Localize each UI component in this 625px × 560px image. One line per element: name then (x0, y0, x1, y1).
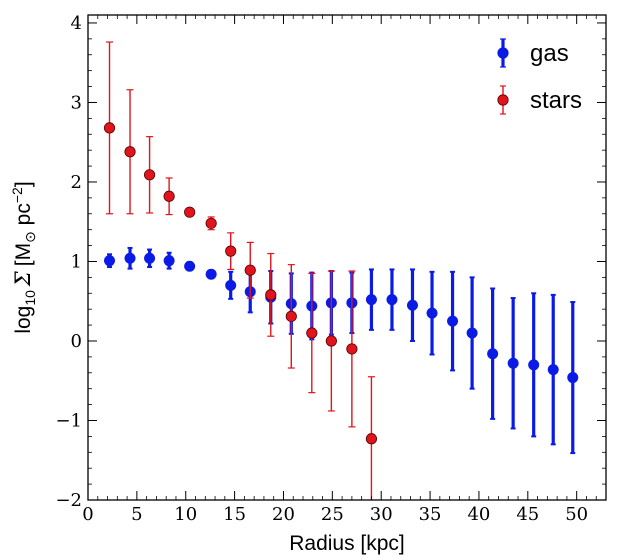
stars-point (306, 327, 318, 339)
legend-label: stars (530, 87, 582, 114)
legend: gas stars (497, 38, 582, 115)
y-label-bracket-open: [M (12, 243, 35, 266)
legend-label: gas (530, 40, 569, 67)
series-layer (103, 41, 579, 500)
y-label-bracket-close: ] (12, 181, 35, 187)
gas-point (205, 268, 217, 280)
gas-point (507, 357, 519, 369)
series-stars (103, 41, 378, 500)
x-tick-label: 5 (131, 504, 142, 525)
stars-point (163, 190, 175, 202)
x-tick-label: 50 (565, 504, 588, 525)
gas-point (144, 252, 156, 264)
x-tick-label: 45 (516, 504, 539, 525)
y-label-exp: −2 (9, 187, 25, 203)
stars-point (244, 264, 256, 276)
stars-point (365, 433, 378, 445)
stars-point (103, 122, 116, 134)
stars-point (285, 310, 297, 322)
stars-point (265, 289, 277, 301)
legend-item-stars: stars (497, 85, 582, 115)
stars-point (205, 217, 217, 229)
y-label-sun: ⊙ (22, 231, 38, 243)
y-label-sigma: Σ (11, 271, 35, 287)
gas-point (547, 364, 559, 376)
y-label-log: log (12, 306, 35, 334)
gas-point (124, 252, 136, 264)
gas-point (225, 279, 237, 291)
x-tick-label: 20 (272, 504, 295, 525)
x-tick-label: 0 (82, 504, 93, 525)
y-tick-label: −2 (55, 490, 82, 511)
plot-frame (87, 14, 607, 501)
gas-point (163, 255, 175, 267)
y-tick-label: 1 (71, 251, 82, 272)
gas-point (426, 307, 438, 319)
stars-point (124, 146, 136, 158)
legend-item-gas: gas (497, 38, 569, 68)
gas-point (406, 299, 418, 311)
x-tick-label: 15 (223, 504, 246, 525)
y-tick-label: 4 (71, 13, 82, 34)
x-axis-label: Radius [kpc] (289, 532, 405, 555)
gas-point (104, 255, 116, 267)
gas-point (487, 348, 499, 360)
gas-point (447, 315, 459, 327)
x-tick-label: 35 (419, 504, 442, 525)
gas-point (528, 359, 540, 371)
gas-point (184, 260, 196, 272)
y-tick-label: −1 (55, 410, 82, 431)
y-label-unit: pc (12, 203, 35, 231)
y-tick-label: 0 (71, 331, 82, 352)
y-axis-label: log10 Σ [M⊙ pc−2] (9, 181, 38, 333)
series-gas (104, 246, 579, 455)
legend-marker (497, 47, 509, 59)
stars-point (346, 343, 358, 355)
ticks-layer (87, 15, 607, 501)
x-tick-label: 10 (174, 504, 197, 525)
tick-labels-layer: 0 5 10 15 20 25 30 35 40 45 50 −2 −1 0 1 2 3 4 (55, 13, 588, 525)
x-tick-label: 25 (321, 504, 344, 525)
gas-point (365, 294, 377, 306)
stars-point (225, 245, 237, 257)
x-tick-label: 40 (467, 504, 490, 525)
x-tick-label: 30 (370, 504, 393, 525)
gas-point (466, 327, 478, 339)
stars-point (184, 206, 196, 218)
y-tick-label: 2 (71, 172, 82, 193)
stars-point (143, 169, 156, 181)
stars-point (325, 335, 337, 347)
gas-point (386, 294, 398, 306)
legend-marker (497, 94, 509, 106)
y-label-log-sub: 10 (22, 290, 38, 306)
gas-point (567, 372, 579, 384)
y-tick-label: 3 (71, 92, 82, 113)
